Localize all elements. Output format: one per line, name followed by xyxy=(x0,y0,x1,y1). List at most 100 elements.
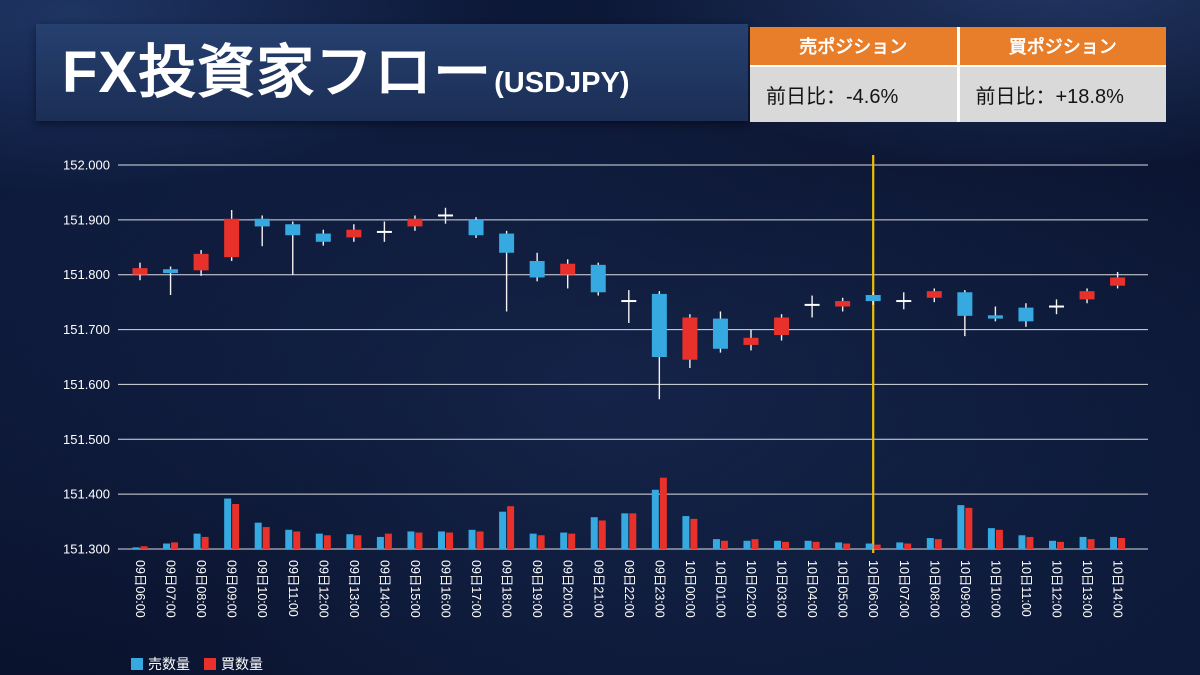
sell-position-value: 前日比：-4.6% xyxy=(750,67,957,122)
buy-volume-bar xyxy=(201,536,209,549)
y-axis-label: 151.900 xyxy=(63,212,110,227)
candle-body xyxy=(835,301,851,307)
buy-volume-bar xyxy=(476,531,484,549)
x-axis-label: 09日21:00 xyxy=(591,560,605,618)
sell-volume-bar xyxy=(254,522,262,549)
sell-volume-bar xyxy=(957,505,965,549)
x-axis-label: 09日18:00 xyxy=(500,560,514,618)
x-axis-label: 10日07:00 xyxy=(897,560,911,618)
buy-volume-bar xyxy=(995,529,1003,549)
buy-volume-bar xyxy=(262,527,270,549)
sell-volume-bar xyxy=(224,498,232,549)
y-axis-label: 151.800 xyxy=(63,267,110,282)
x-axis-label: 09日06:00 xyxy=(133,560,147,618)
buy-volume-bar xyxy=(904,543,912,549)
chart-legend: 売数量 買数量 xyxy=(131,656,263,672)
x-axis-label: 09日09:00 xyxy=(225,560,239,618)
buy-volume-bar xyxy=(720,540,728,549)
page-title-symbol: (USDJPY) xyxy=(494,67,630,99)
x-axis-label: 09日08:00 xyxy=(194,560,208,618)
sell-volume-bar xyxy=(682,516,690,549)
candle-body xyxy=(774,317,790,336)
sell-volume-bar xyxy=(987,528,995,549)
sell-volume-bar xyxy=(1110,536,1118,549)
sell-volume-bar xyxy=(315,533,323,549)
y-axis-label: 151.300 xyxy=(63,542,110,557)
sell-volume-bar xyxy=(1049,540,1056,549)
buy-volume-bar xyxy=(568,533,576,549)
x-axis-label: 10日08:00 xyxy=(927,560,941,618)
sell-volume-bar xyxy=(529,533,537,549)
candle-body xyxy=(193,253,209,271)
buy-volume-bar xyxy=(323,535,331,549)
candle-body xyxy=(346,229,362,238)
buy-volume-bar xyxy=(751,539,759,549)
candle-body xyxy=(468,219,484,236)
title-banner: FX投資家フロー (USDJPY) xyxy=(36,24,748,121)
buy-volume-bar xyxy=(843,543,851,549)
buy-volume-bar xyxy=(232,504,240,549)
buy-volume-bar xyxy=(415,532,423,549)
x-axis-label: 09日10:00 xyxy=(255,560,269,618)
x-axis-label: 09日17:00 xyxy=(469,560,483,618)
candle-body xyxy=(132,268,148,275)
x-axis-label: 09日14:00 xyxy=(377,560,391,618)
buy-volume-label: 買数量 xyxy=(221,656,263,672)
sell-volume-bar xyxy=(132,547,140,549)
buy-volume-bar xyxy=(629,513,637,549)
sell-volume-bar xyxy=(865,543,873,549)
sell-volume-bar xyxy=(560,532,568,549)
sell-volume-bar xyxy=(926,538,934,549)
candle-body xyxy=(499,233,515,253)
x-axis-label: 09日11:00 xyxy=(286,560,300,617)
candle-body xyxy=(651,293,667,357)
buy-volume-bar xyxy=(659,477,667,549)
candle-body xyxy=(224,218,240,258)
sell-volume-bar xyxy=(376,536,384,549)
x-axis-label: 10日06:00 xyxy=(866,560,880,618)
buy-volume-bar xyxy=(446,532,453,549)
buy-volume-bar xyxy=(140,546,148,549)
sell-volume-label: 売数量 xyxy=(148,656,190,672)
x-axis-label: 10日10:00 xyxy=(988,560,1002,618)
x-axis-label: 10日12:00 xyxy=(1050,560,1064,618)
candle-body xyxy=(560,263,576,275)
sell-position-header: 売ポジション xyxy=(750,27,957,65)
candle-body xyxy=(1110,277,1126,286)
buy-volume-bar xyxy=(1057,541,1064,549)
candle-body xyxy=(315,233,331,242)
sell-volume-bar xyxy=(743,540,751,549)
candle-body xyxy=(957,292,973,316)
buy-volume-bar xyxy=(293,531,301,549)
x-axis-label: 09日13:00 xyxy=(347,560,361,618)
x-axis-label: 09日19:00 xyxy=(530,560,544,618)
sell-volume-bar xyxy=(438,531,445,549)
sell-volume-bar xyxy=(651,489,659,549)
buy-volume-bar xyxy=(1026,536,1034,549)
buy-volume-bar xyxy=(1118,538,1126,549)
candle-body xyxy=(285,224,301,236)
sell-volume-bar xyxy=(896,542,904,549)
x-axis-label: 10日11:00 xyxy=(1019,560,1033,617)
buy-position-header: 買ポジション xyxy=(959,27,1166,65)
buy-volume-bar xyxy=(384,533,392,549)
buy-volume-bar xyxy=(934,539,942,549)
sell-volume-bar xyxy=(468,529,476,549)
sell-volume-bar xyxy=(346,534,354,549)
x-axis-label: 10日05:00 xyxy=(836,560,850,618)
buy-volume-bar xyxy=(1087,539,1095,549)
x-axis-label: 09日07:00 xyxy=(164,560,178,618)
sell-volume-bar xyxy=(1079,536,1087,549)
y-axis-label: 151.400 xyxy=(63,487,110,502)
candle-body xyxy=(1079,291,1095,300)
candle-body xyxy=(682,317,698,360)
sell-volume-bar xyxy=(590,517,598,549)
x-axis-label: 09日23:00 xyxy=(652,560,666,618)
y-axis-label: 151.500 xyxy=(63,432,110,447)
x-axis-label: 10日01:00 xyxy=(713,560,727,618)
buy-volume-bar xyxy=(537,535,545,549)
candle-body xyxy=(865,295,881,302)
sell-volume-bar xyxy=(1018,535,1026,549)
sell-volume-bar xyxy=(712,539,720,549)
